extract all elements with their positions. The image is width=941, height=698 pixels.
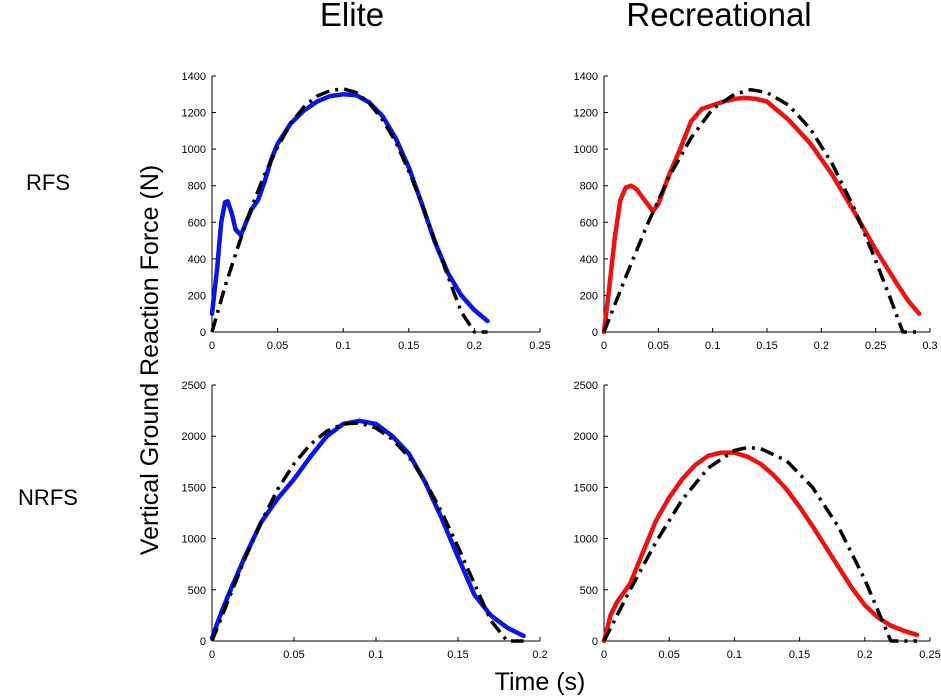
elite-nrfs-measured-line [209, 418, 526, 641]
elite-rfs-y-tick-label: 1000 [182, 144, 206, 156]
recreational-rfs-x-tick-label: 0.2 [814, 340, 829, 352]
y-axis-label: Vertical Ground Reaction Force (N) [136, 165, 164, 555]
panel-recreational-rfs: 0 0.05 0.1 0.15 0.2 0.25 0.3 0 200 400 600 800 1000 1… [574, 71, 938, 352]
elite-nrfs-x-tick-label: 0.05 [283, 649, 304, 661]
recreational-nrfs-x-tick-label: 0 [601, 649, 607, 661]
elite-rfs-x-tick-label: 0.2 [467, 340, 482, 352]
row-label-rfs: RFS [26, 170, 70, 195]
recreational-nrfs-y-tick-label: 0 [592, 636, 598, 648]
recreational-nrfs-y-tick-label: 2000 [574, 431, 598, 443]
recreational-nrfs-model-line [602, 445, 917, 643]
recreational-rfs-y-tick-label: 0 [592, 327, 598, 339]
elite-nrfs-y-tick-label: 2000 [182, 431, 206, 443]
elite-rfs-y-tick-label: 1200 [182, 108, 206, 120]
elite-nrfs-x-tick-label: 0 [209, 649, 215, 661]
elite-nrfs-y-tick-label: 1000 [182, 534, 206, 546]
elite-nrfs-x-tick-label: 0.2 [532, 649, 547, 661]
recreational-rfs-x-tick-label: 0.25 [865, 340, 886, 352]
panel-recreational-nrfs: 0 0.05 0.1 0.15 0.2 0.25 0 500 1000 1500 2000 2500 [574, 380, 941, 661]
recreational-rfs-x-tick-label: 0.15 [756, 340, 777, 352]
recreational-nrfs-x-tick-label: 0.05 [658, 649, 679, 661]
recreational-nrfs-measured-line [601, 450, 920, 644]
row-label-nrfs: NRFS [18, 485, 78, 510]
recreational-rfs-y-tick-label: 800 [580, 181, 598, 193]
recreational-nrfs-x-tick-label: 0.25 [919, 649, 940, 661]
recreational-rfs-y-tick-label: 1200 [574, 108, 598, 120]
elite-rfs-x-tick-label: 0 [209, 340, 215, 352]
elite-rfs-x-tick-label: 0.1 [336, 340, 351, 352]
elite-rfs-y-tick-label: 200 [188, 290, 206, 302]
recreational-nrfs-x-tick-label: 0.1 [727, 649, 742, 661]
recreational-rfs-y-tick-label: 200 [580, 290, 598, 302]
recreational-nrfs-x-tick-label: 0.15 [789, 649, 810, 661]
recreational-rfs-x-tick-label: 0.05 [648, 340, 669, 352]
elite-rfs-x-tick-label: 0.15 [398, 340, 419, 352]
recreational-rfs-x-tick-label: 0.1 [705, 340, 720, 352]
elite-rfs-x-tick-label: 0.05 [267, 340, 288, 352]
elite-nrfs-y-tick-label: 500 [188, 585, 206, 597]
elite-nrfs-model-line [210, 421, 524, 643]
column-title-elite: Elite [320, 0, 384, 33]
elite-rfs-y-tick-label: 1400 [182, 71, 206, 83]
recreational-nrfs-y-tick-label: 500 [580, 585, 598, 597]
elite-rfs-y-tick-label: 0 [200, 327, 206, 339]
panel-elite-rfs: 0 0.05 0.1 0.15 0.2 0.25 0 200 400 600 800 1000 1200… [182, 71, 551, 352]
panel-elite-nrfs: 0 0.05 0.1 0.15 0.2 0 500 1000 1500 2000 2500 [182, 380, 548, 661]
x-axis-label: Time (s) [495, 668, 586, 696]
elite-rfs-y-tick-label: 800 [188, 181, 206, 193]
elite-nrfs-y-tick-label: 0 [200, 636, 206, 648]
elite-rfs-x-tick-label: 0.25 [529, 340, 550, 352]
elite-rfs-model-line [210, 87, 488, 334]
elite-rfs-y-tick-label: 600 [188, 217, 206, 229]
recreational-nrfs-y-tick-label: 1500 [574, 482, 598, 494]
recreational-rfs-x-tick-label: 0 [601, 340, 607, 352]
recreational-rfs-model-line [602, 87, 920, 334]
elite-nrfs-x-tick-label: 0.15 [447, 649, 468, 661]
elite-nrfs-y-tick-label: 1500 [182, 482, 206, 494]
recreational-rfs-y-tick-label: 1000 [574, 144, 598, 156]
recreational-rfs-measured-line [601, 95, 922, 335]
elite-nrfs-x-tick-label: 0.1 [368, 649, 383, 661]
elite-rfs-measured-line [209, 92, 490, 324]
recreational-nrfs-y-tick-label: 1000 [574, 534, 598, 546]
recreational-rfs-y-tick-label: 400 [580, 254, 598, 266]
column-title-recreational: Recreational [626, 0, 811, 33]
recreational-nrfs-y-tick-label: 2500 [574, 380, 598, 392]
elite-nrfs-y-tick-label: 2500 [182, 380, 206, 392]
recreational-rfs-x-tick-label: 0.3 [922, 340, 937, 352]
recreational-nrfs-x-tick-label: 0.2 [857, 649, 872, 661]
elite-rfs-y-tick-label: 400 [188, 254, 206, 266]
recreational-rfs-y-tick-label: 600 [580, 217, 598, 229]
recreational-rfs-y-tick-label: 1400 [574, 71, 598, 83]
